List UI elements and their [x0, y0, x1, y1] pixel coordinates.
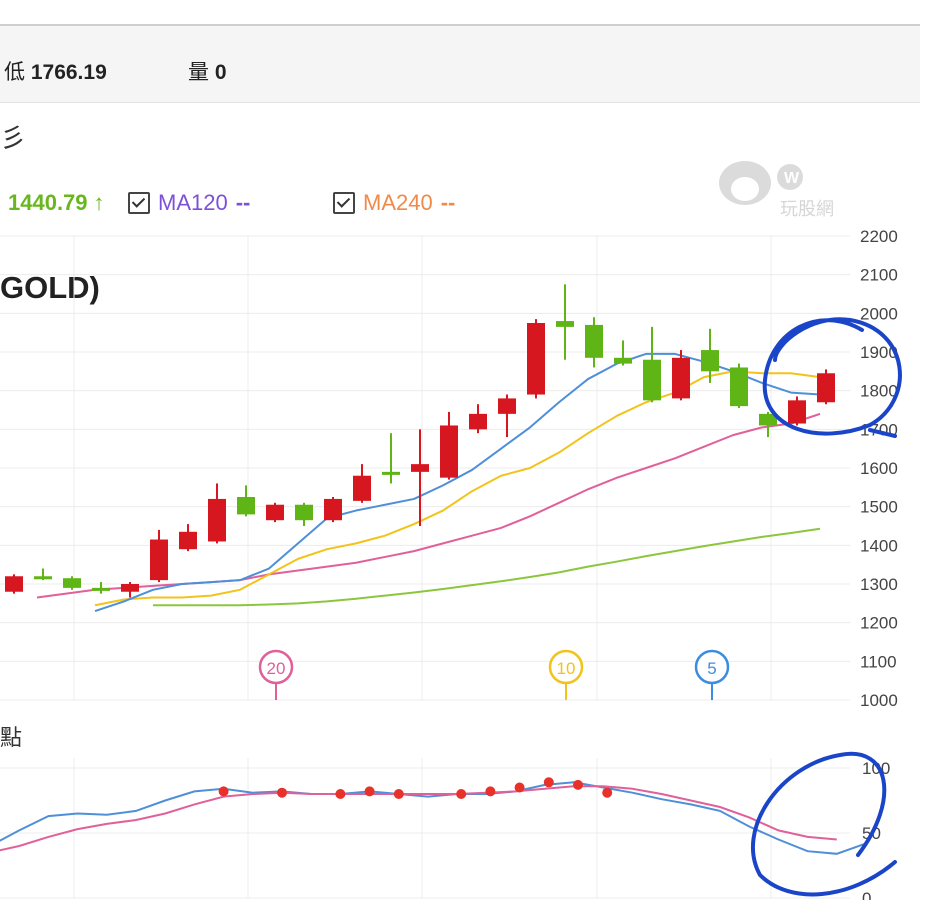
- osc-signal-dot: [335, 789, 346, 799]
- ma120-checkbox[interactable]: [128, 192, 150, 214]
- osc-line-D: [0, 785, 837, 852]
- osc-signal-dot: [485, 786, 496, 797]
- osc-signal-dot: [602, 787, 613, 798]
- osc-signal-dot: [393, 789, 404, 799]
- candle-body: [614, 357, 632, 364]
- legend-ma120-value: --: [235, 190, 251, 215]
- osc-signal-dot: [277, 787, 287, 798]
- period-label: 彡: [0, 123, 27, 153]
- main-y-tick-label: 1300: [860, 575, 898, 594]
- legend-ma240-label: MA240: [363, 190, 433, 215]
- marker-label: 10: [557, 659, 576, 678]
- candle-body: [440, 425, 458, 478]
- main-y-tick-label: 1400: [860, 536, 898, 555]
- volume-value: 0: [214, 61, 227, 84]
- low-value: 1766.19: [30, 61, 107, 84]
- legend-ma-prev-value: 1440.79: [8, 190, 88, 215]
- candle-body: [295, 504, 313, 521]
- main-y-tick-label: 2200: [860, 227, 898, 246]
- chart-title-fragment: GOLD): [0, 270, 100, 305]
- main-y-tick-label: 1100: [860, 652, 897, 671]
- main-y-tick-label: 2100: [860, 266, 898, 285]
- candle-body: [208, 498, 226, 542]
- low-label: 低: [4, 61, 25, 84]
- candle-body: [324, 498, 342, 521]
- main-y-tick-label: 2000: [860, 304, 898, 323]
- osc-signal-dot: [456, 789, 467, 799]
- bull-logo-icon: W 玩股網: [719, 161, 834, 220]
- volume-label: 量: [188, 61, 209, 84]
- candle-body: [92, 587, 110, 591]
- legend-ma120-label: MA120: [158, 190, 228, 215]
- osc-signal-dot: [573, 779, 583, 790]
- legend-ma120[interactable]: MA120 --: [128, 190, 250, 216]
- oscillator-label: 點: [0, 725, 23, 750]
- candle-body: [121, 584, 139, 592]
- osc-signal-dot: [364, 786, 375, 797]
- candle-body: [179, 531, 197, 550]
- main-y-tick-label: 1800: [860, 382, 898, 401]
- marker-circle: [694, 649, 730, 685]
- osc-signal-dot: [514, 782, 525, 793]
- main-y-tick-label: 1200: [860, 614, 898, 633]
- up-arrow-icon: ↑: [93, 190, 105, 215]
- ma-period-marker-20: 20: [258, 649, 294, 700]
- volume-stat: 量 0: [188, 56, 227, 86]
- quote-stat-bar: 低 1766.19 量 0: [0, 26, 920, 103]
- candle-body: [5, 576, 23, 592]
- candle-body: [701, 350, 719, 372]
- legend-ma-prev: 1440.79 ↑: [8, 190, 105, 216]
- ma60-line: [153, 527, 821, 607]
- ma5-line: [94, 352, 821, 613]
- candle-body: [759, 413, 777, 426]
- main-y-tick-label: 1000: [860, 691, 898, 710]
- annotation-tail-top: [868, 428, 897, 438]
- ma20-line: [36, 412, 821, 599]
- candle-body: [237, 497, 255, 515]
- ma-period-marker-10: 10: [548, 649, 584, 700]
- marker-circle: [258, 649, 294, 685]
- osc-y-tick-label: 0: [862, 889, 871, 900]
- osc-signal-dot: [543, 777, 554, 788]
- ma10-line: [94, 370, 821, 607]
- osc-signal-dot: [218, 786, 229, 797]
- candle-body: [672, 357, 690, 399]
- candle-body: [585, 324, 603, 358]
- candle-body: [527, 323, 545, 395]
- candle-body: [353, 475, 371, 501]
- candle-body: [266, 504, 284, 521]
- marker-label: 5: [707, 659, 716, 678]
- low-stat: 低 1766.19: [4, 56, 107, 86]
- top-divider: [0, 24, 920, 26]
- candle-body: [817, 373, 835, 403]
- annotation-circle-bottom: [751, 751, 897, 897]
- candle-body: [150, 539, 168, 581]
- svg-text:W: W: [784, 170, 800, 187]
- annotation-circle-top: [762, 317, 902, 436]
- candle-body: [469, 413, 487, 430]
- marker-circle: [548, 649, 584, 685]
- main-y-tick-label: 1900: [860, 343, 898, 362]
- legend-ma240-value: --: [440, 190, 456, 215]
- watermark-text: 玩股網: [780, 199, 834, 220]
- main-y-tick-label: 1500: [860, 498, 898, 517]
- candle-body: [788, 400, 806, 424]
- candle-body: [730, 367, 748, 407]
- ma240-checkbox[interactable]: [333, 192, 355, 214]
- candle-body: [556, 321, 574, 327]
- ma-period-marker-5: 5: [694, 649, 730, 700]
- main-y-tick-label: 1600: [860, 459, 898, 478]
- candle-body: [63, 578, 81, 588]
- candle-body: [382, 471, 400, 475]
- candle-body: [34, 576, 52, 580]
- marker-label: 20: [267, 659, 286, 678]
- candle-body: [498, 398, 516, 414]
- legend-ma240[interactable]: MA240 --: [333, 190, 455, 216]
- watermark-logo: W 玩股網: [710, 155, 850, 230]
- osc-line-K: [0, 781, 867, 855]
- candle-body: [643, 359, 661, 401]
- candle-body: [411, 464, 429, 472]
